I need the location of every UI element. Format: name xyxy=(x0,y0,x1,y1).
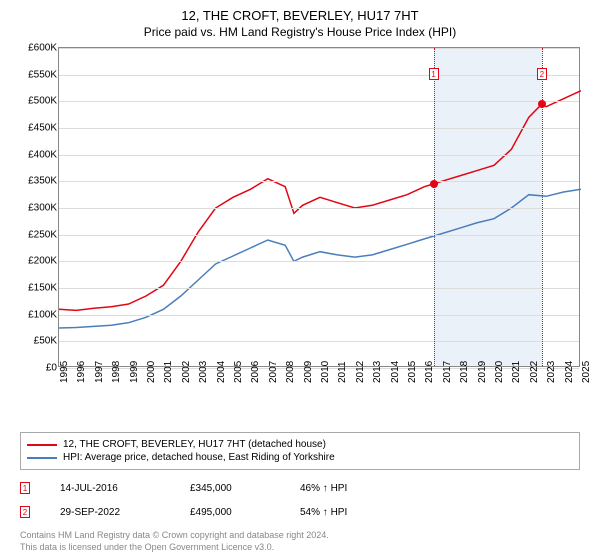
y-axis-label: £250K xyxy=(19,229,57,240)
marker-box: 2 xyxy=(537,68,547,80)
y-axis-label: £500K xyxy=(19,96,57,107)
x-axis-label: 1999 xyxy=(129,361,140,383)
x-axis-label: 2005 xyxy=(233,361,244,383)
x-axis-label: 2018 xyxy=(459,361,470,383)
gridline xyxy=(59,208,579,209)
transaction-row: 2 29-SEP-2022£495,00054% ↑ HPI xyxy=(20,500,580,524)
marker-vline xyxy=(434,48,435,366)
marker-box: 1 xyxy=(429,68,439,80)
transaction-marker: 1 xyxy=(20,482,30,494)
x-axis-label: 2004 xyxy=(216,361,227,383)
x-axis-label: 2019 xyxy=(477,361,488,383)
legend-swatch xyxy=(27,457,57,459)
legend-row: HPI: Average price, detached house, East… xyxy=(27,452,573,463)
x-axis-label: 1997 xyxy=(94,361,105,383)
y-axis-label: £200K xyxy=(19,256,57,267)
x-axis-label: 1995 xyxy=(59,361,70,383)
gridline xyxy=(59,128,579,129)
x-axis-label: 2009 xyxy=(303,361,314,383)
x-axis-label: 1998 xyxy=(111,361,122,383)
y-axis-label: £50K xyxy=(19,336,57,347)
gridline xyxy=(59,101,579,102)
y-axis-label: £350K xyxy=(19,176,57,187)
y-axis-label: £300K xyxy=(19,203,57,214)
transaction-row: 1 14-JUL-2016£345,00046% ↑ HPI xyxy=(20,476,580,500)
series-line-property xyxy=(59,91,581,311)
gridline xyxy=(59,181,579,182)
x-axis-label: 2012 xyxy=(355,361,366,383)
marker-vline xyxy=(542,48,543,366)
transaction-marker: 2 xyxy=(20,506,30,518)
x-axis-label: 2025 xyxy=(581,361,592,383)
transaction-date: 29-SEP-2022 xyxy=(60,507,190,518)
y-axis-label: £550K xyxy=(19,69,57,80)
data-point xyxy=(430,180,438,188)
gridline xyxy=(59,261,579,262)
y-axis-label: £450K xyxy=(19,123,57,134)
chart-subtitle: Price paid vs. HM Land Registry's House … xyxy=(10,25,590,39)
transaction-pct: 54% ↑ HPI xyxy=(300,507,410,518)
x-axis-label: 2008 xyxy=(285,361,296,383)
chart-area: £0 £50K £100K £150K £200K £250K £300K £350K £400… xyxy=(20,47,580,397)
x-axis-label: 2015 xyxy=(407,361,418,383)
gridline xyxy=(59,315,579,316)
transaction-price: £495,000 xyxy=(190,507,300,518)
x-axis-label: 2020 xyxy=(494,361,505,383)
legend-swatch xyxy=(27,444,57,446)
y-axis-label: £600K xyxy=(19,43,57,54)
x-axis-label: 2013 xyxy=(372,361,383,383)
x-axis-label: 2006 xyxy=(250,361,261,383)
chart-container: 12, THE CROFT, BEVERLEY, HU17 7HT Price … xyxy=(0,0,600,560)
legend-label: 12, THE CROFT, BEVERLEY, HU17 7HT (detac… xyxy=(63,439,326,450)
gridline xyxy=(59,48,579,49)
x-axis-label: 2023 xyxy=(546,361,557,383)
x-axis-label: 2017 xyxy=(442,361,453,383)
gridline xyxy=(59,341,579,342)
transaction-date: 14-JUL-2016 xyxy=(60,483,190,494)
x-axis-label: 2022 xyxy=(529,361,540,383)
footer-line: This data is licensed under the Open Gov… xyxy=(20,542,580,554)
series-line-hpi xyxy=(59,189,581,328)
legend-label: HPI: Average price, detached house, East… xyxy=(63,452,335,463)
legend-row: 12, THE CROFT, BEVERLEY, HU17 7HT (detac… xyxy=(27,439,573,450)
transactions-table: 1 14-JUL-2016£345,00046% ↑ HPI 2 29-SEP-202… xyxy=(20,476,580,524)
x-axis-label: 1996 xyxy=(76,361,87,383)
x-axis-label: 2003 xyxy=(198,361,209,383)
legend-box: 12, THE CROFT, BEVERLEY, HU17 7HT (detac… xyxy=(20,432,580,470)
gridline xyxy=(59,155,579,156)
x-axis-label: 2021 xyxy=(511,361,522,383)
transaction-price: £345,000 xyxy=(190,483,300,494)
x-axis-label: 2014 xyxy=(390,361,401,383)
y-axis-label: £400K xyxy=(19,149,57,160)
y-axis-label: £100K xyxy=(19,309,57,320)
x-axis-label: 2002 xyxy=(181,361,192,383)
footer-line: Contains HM Land Registry data © Crown c… xyxy=(20,530,580,542)
x-axis-label: 2007 xyxy=(268,361,279,383)
gridline xyxy=(59,235,579,236)
chart-title: 12, THE CROFT, BEVERLEY, HU17 7HT xyxy=(10,8,590,23)
gridline xyxy=(59,288,579,289)
y-axis-label: £0 xyxy=(19,363,57,374)
footer-attribution: Contains HM Land Registry data © Crown c… xyxy=(20,530,580,553)
transaction-pct: 46% ↑ HPI xyxy=(300,483,410,494)
x-axis-label: 2024 xyxy=(564,361,575,383)
data-point xyxy=(538,100,546,108)
x-axis-label: 2000 xyxy=(146,361,157,383)
x-axis-label: 2011 xyxy=(337,361,348,383)
plot-region: £0£50K£100K£150K£200K£250K£300K£350K£400… xyxy=(58,47,580,367)
x-axis-label: 2001 xyxy=(163,361,174,383)
y-axis-label: £150K xyxy=(19,283,57,294)
gridline xyxy=(59,75,579,76)
x-axis-label: 2010 xyxy=(320,361,331,383)
